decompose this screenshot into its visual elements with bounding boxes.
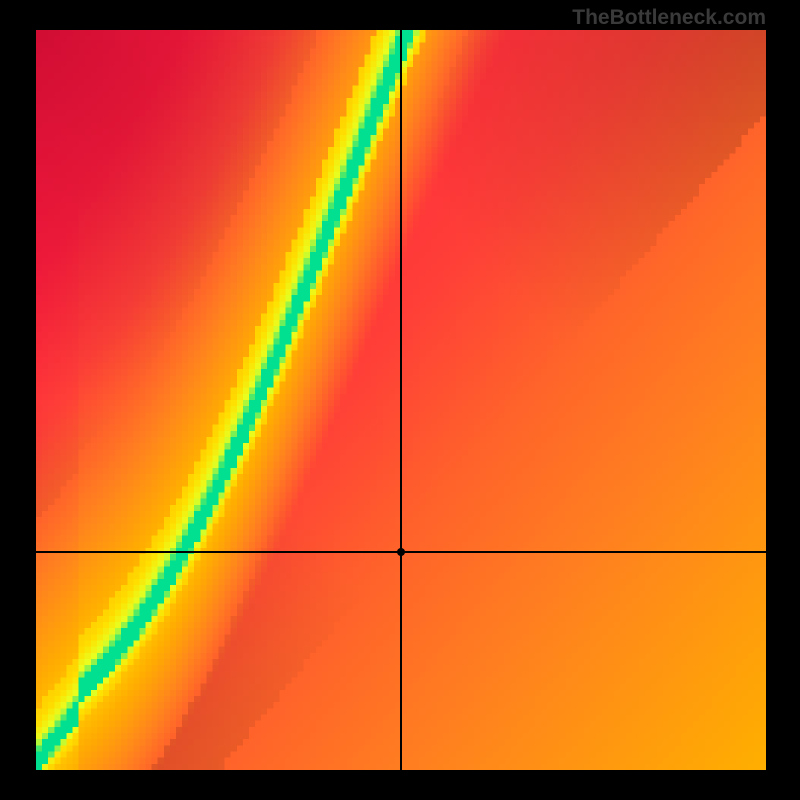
heatmap-canvas: [36, 30, 766, 770]
watermark-text: TheBottleneck.com: [572, 6, 766, 30]
chart-container: TheBottleneck.com: [0, 0, 800, 800]
